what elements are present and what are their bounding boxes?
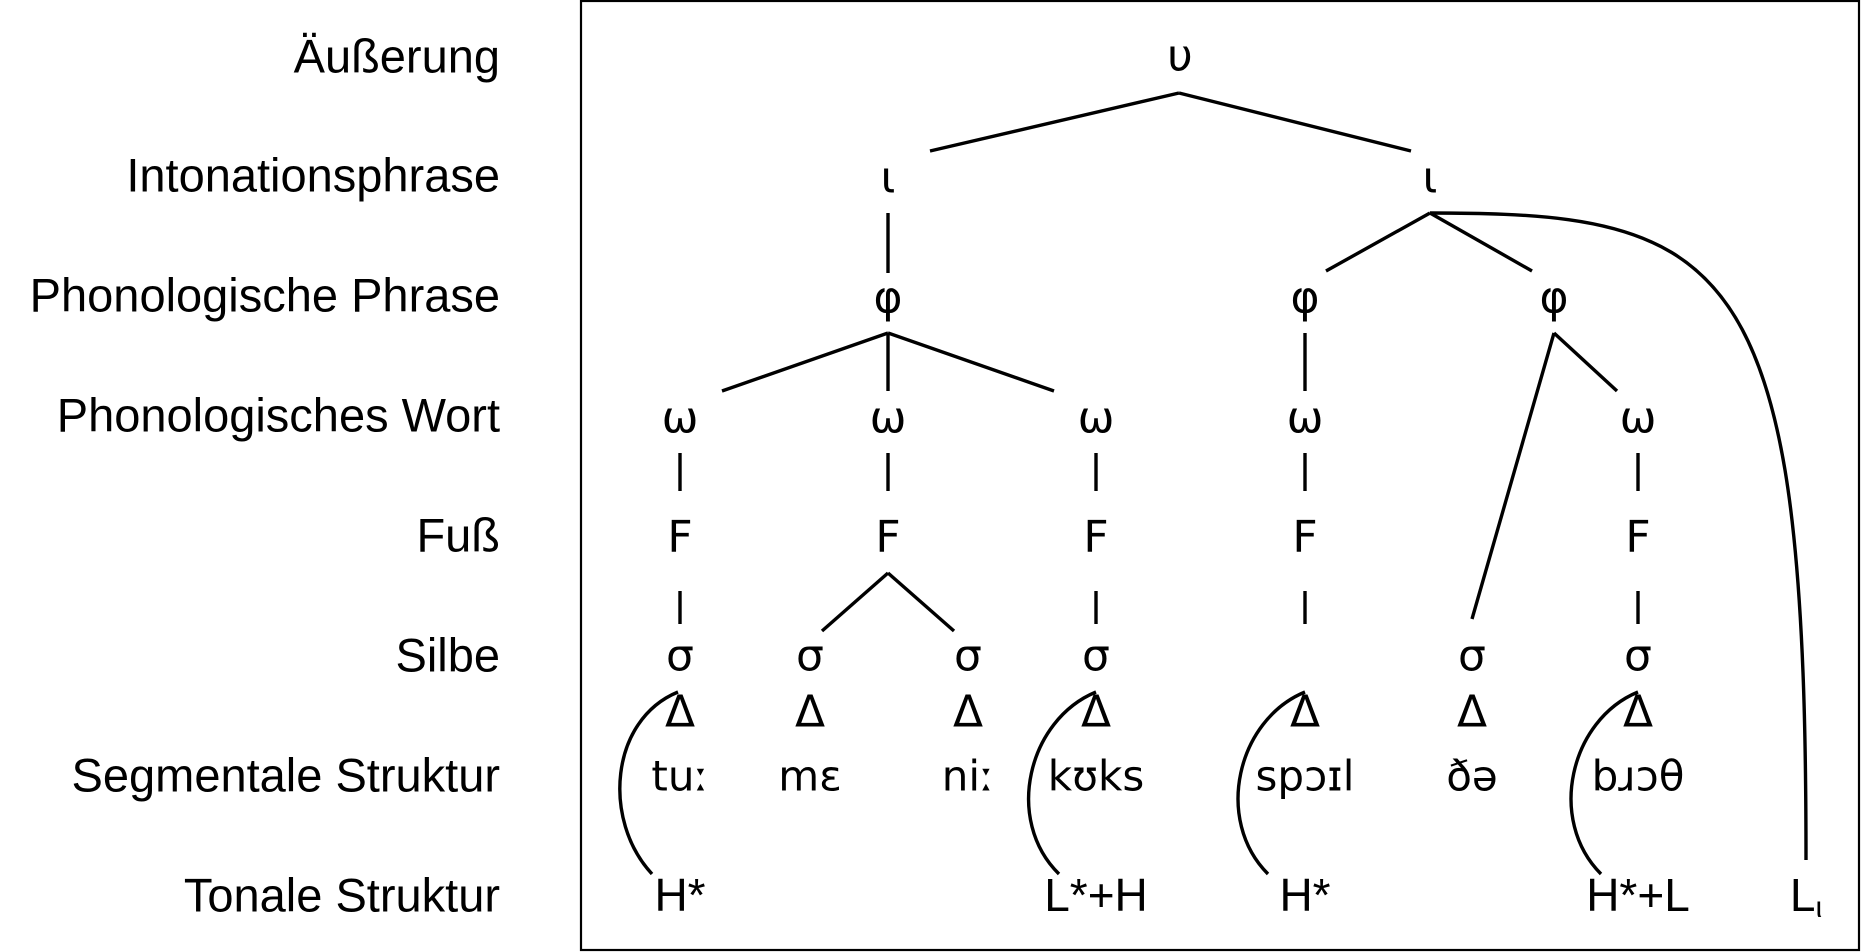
foot-node: F (1625, 512, 1650, 563)
tone-label: H* (654, 869, 705, 921)
syllable-content-triangle: Δ (953, 687, 983, 738)
foot-node: F (1292, 512, 1317, 563)
tone-label: H*+L (1586, 869, 1690, 921)
syllable-node: σ (954, 631, 982, 682)
syllable-content-triangle: Δ (1290, 687, 1320, 738)
edge (1470, 332, 1556, 620)
level-label-tonal: Tonale Struktur (183, 868, 500, 922)
boundary-tone-letter: L (1790, 869, 1816, 921)
syllable-node: σ (1624, 631, 1652, 682)
tone-association-arc (1026, 690, 1097, 876)
edge (820, 571, 890, 633)
syllable-content-triangle: Δ (1457, 687, 1487, 738)
boundary-tone-label: Lι (1790, 869, 1822, 924)
segment-text: bɹɔθ (1592, 752, 1685, 801)
syllable-node: σ (1458, 631, 1486, 682)
level-label-phonological-word: Phonologisches Wort (56, 388, 500, 442)
foot-node: F (875, 512, 900, 563)
syllable-content-triangle: Δ (795, 687, 825, 738)
foot-node: F (667, 512, 692, 563)
syllable-node: σ (666, 631, 694, 682)
tree-nodes: υ ι ι φ φ φ ω ω ω ω ω F F F F F σ σ σ σ … (651, 31, 1822, 924)
segment-text: tuː (651, 752, 708, 801)
tone-association-arc (1236, 690, 1306, 876)
boundary-tone-arc (1429, 211, 1808, 861)
edge (1325, 211, 1431, 273)
intonation-phrase-node: ι (881, 153, 896, 204)
syllable-content-triangle: Δ (1623, 687, 1653, 738)
phonological-word-node: ω (1287, 393, 1324, 444)
level-label-utterance: Äußerung (293, 29, 500, 83)
tone-label: L*+H (1044, 869, 1148, 921)
segment-text: kʊks (1048, 752, 1144, 801)
phonological-word-node: ω (1620, 393, 1657, 444)
foot-node: F (1083, 512, 1108, 563)
level-label-foot: Fuß (416, 508, 500, 562)
tone-association-arc (1569, 690, 1639, 876)
level-label-segmental: Segmentale Struktur (71, 748, 500, 802)
segment-text: mɛ (778, 752, 842, 801)
syllable-content-triangle: Δ (1081, 687, 1111, 738)
edge (1178, 91, 1412, 153)
tone-association-arc (618, 690, 679, 876)
tone-label: H* (1279, 869, 1330, 921)
level-label-syllable: Silbe (395, 628, 500, 682)
syllable-node: σ (1082, 631, 1110, 682)
phonological-phrase-node: φ (1539, 273, 1568, 324)
edge (1552, 331, 1619, 393)
phonological-phrase-node: φ (873, 273, 902, 324)
syllable-content-triangle: Δ (665, 687, 695, 738)
edge (886, 571, 956, 633)
phonological-word-node: ω (662, 393, 699, 444)
level-label-intonation-phrase: Intonationsphrase (126, 148, 500, 202)
intonation-phrase-node: ι (1423, 153, 1438, 204)
segment-text: spɔɪl (1256, 752, 1355, 801)
utterance-node: υ (1167, 31, 1192, 82)
edge (887, 331, 1055, 393)
edge (929, 91, 1180, 153)
diagram-frame (579, 0, 1861, 952)
segment-text: ðə (1446, 752, 1498, 801)
syllable-node: σ (796, 631, 824, 682)
phonological-word-node: ω (1078, 393, 1115, 444)
phonological-word-node: ω (870, 393, 907, 444)
level-label-phonological-phrase: Phonologische Phrase (29, 268, 500, 322)
segment-text: niː (942, 752, 994, 801)
tree-edges (618, 91, 1808, 876)
edge (721, 331, 889, 393)
boundary-tone-subscript: ι (1815, 891, 1822, 924)
phonological-phrase-node: φ (1290, 273, 1319, 324)
edge (1429, 211, 1533, 273)
